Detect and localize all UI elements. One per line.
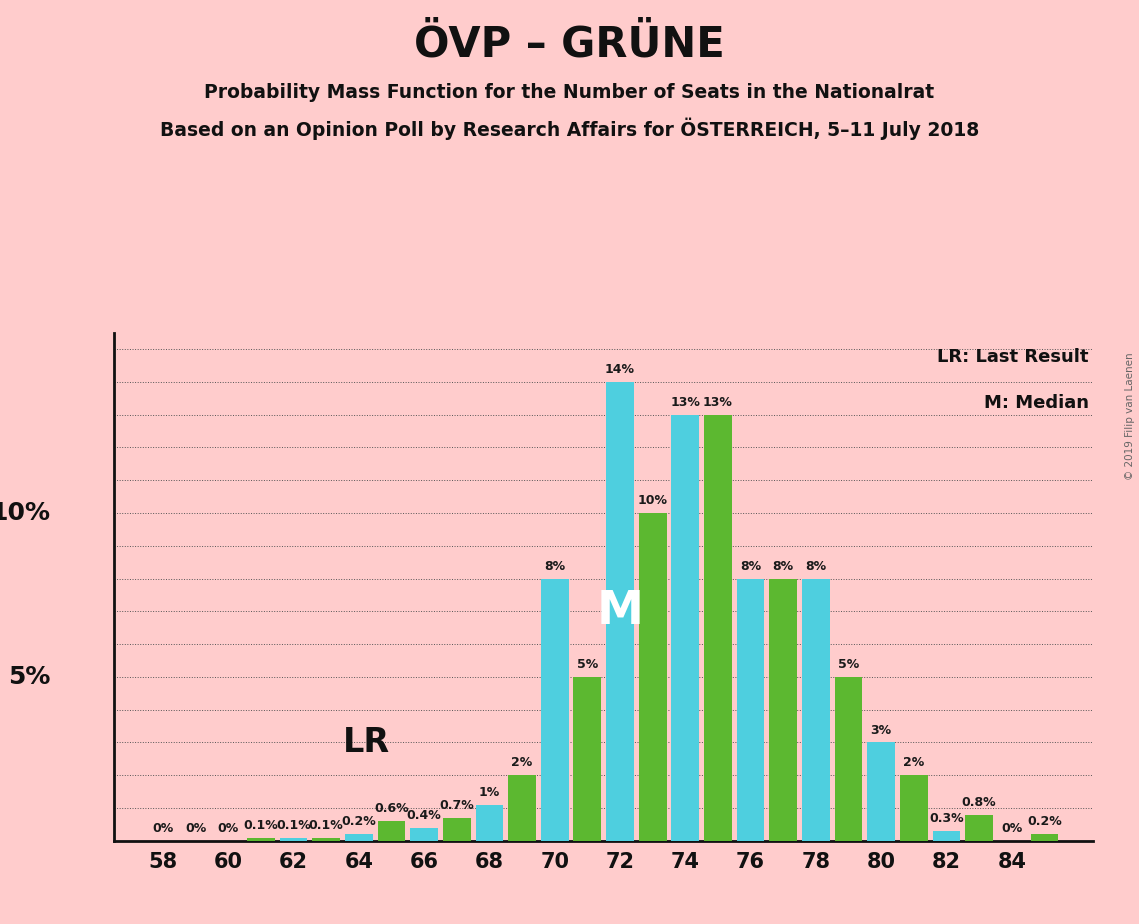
Bar xyxy=(867,743,895,841)
Bar xyxy=(345,834,372,841)
Text: 10%: 10% xyxy=(0,501,50,525)
Text: 0.8%: 0.8% xyxy=(961,796,997,808)
Text: 5%: 5% xyxy=(576,658,598,671)
Text: 0.2%: 0.2% xyxy=(342,815,376,829)
Text: 0.1%: 0.1% xyxy=(309,819,344,832)
Bar xyxy=(933,831,960,841)
Text: 8%: 8% xyxy=(740,560,761,573)
Bar xyxy=(443,818,470,841)
Bar xyxy=(1031,834,1058,841)
Text: Probability Mass Function for the Number of Seats in the Nationalrat: Probability Mass Function for the Number… xyxy=(204,83,935,103)
Text: 0.4%: 0.4% xyxy=(407,808,442,821)
Text: © 2019 Filip van Laenen: © 2019 Filip van Laenen xyxy=(1125,352,1134,480)
Bar xyxy=(965,815,993,841)
Text: 0.1%: 0.1% xyxy=(244,819,278,832)
Text: 3%: 3% xyxy=(870,723,892,736)
Text: 0%: 0% xyxy=(1001,822,1023,835)
Text: 0%: 0% xyxy=(218,822,239,835)
Text: M: M xyxy=(597,589,644,634)
Bar xyxy=(312,837,341,841)
Text: 0%: 0% xyxy=(185,822,206,835)
Text: LR: LR xyxy=(343,726,390,759)
Text: 0.3%: 0.3% xyxy=(929,812,964,825)
Bar xyxy=(573,677,601,841)
Bar xyxy=(279,837,308,841)
Bar xyxy=(639,513,666,841)
Text: ÖVP – GRÜNE: ÖVP – GRÜNE xyxy=(415,23,724,65)
Text: 5%: 5% xyxy=(838,658,859,671)
Bar xyxy=(410,828,439,841)
Text: Based on an Opinion Poll by Research Affairs for ÖSTERREICH, 5–11 July 2018: Based on an Opinion Poll by Research Aff… xyxy=(159,117,980,140)
Text: 0.6%: 0.6% xyxy=(374,802,409,815)
Text: 2%: 2% xyxy=(903,757,925,770)
Text: 0%: 0% xyxy=(153,822,173,835)
Bar xyxy=(606,382,634,841)
Text: 14%: 14% xyxy=(605,363,636,376)
Bar xyxy=(671,415,699,841)
Text: 8%: 8% xyxy=(544,560,565,573)
Text: 5%: 5% xyxy=(8,665,50,689)
Bar xyxy=(247,837,274,841)
Text: 8%: 8% xyxy=(772,560,794,573)
Bar xyxy=(737,578,764,841)
Bar xyxy=(835,677,862,841)
Text: 8%: 8% xyxy=(805,560,827,573)
Text: 0.2%: 0.2% xyxy=(1027,815,1062,829)
Bar xyxy=(541,578,568,841)
Text: 0.7%: 0.7% xyxy=(440,799,474,812)
Bar xyxy=(475,805,503,841)
Bar xyxy=(802,578,830,841)
Bar xyxy=(769,578,797,841)
Text: 13%: 13% xyxy=(703,395,732,408)
Bar xyxy=(704,415,732,841)
Text: 0.1%: 0.1% xyxy=(276,819,311,832)
Text: M: Median: M: Median xyxy=(984,394,1089,411)
Bar xyxy=(900,775,928,841)
Bar xyxy=(377,821,405,841)
Text: 1%: 1% xyxy=(478,786,500,799)
Text: 10%: 10% xyxy=(638,494,667,507)
Text: 2%: 2% xyxy=(511,757,533,770)
Text: 13%: 13% xyxy=(671,395,700,408)
Text: LR: Last Result: LR: Last Result xyxy=(937,347,1089,366)
Bar xyxy=(508,775,536,841)
